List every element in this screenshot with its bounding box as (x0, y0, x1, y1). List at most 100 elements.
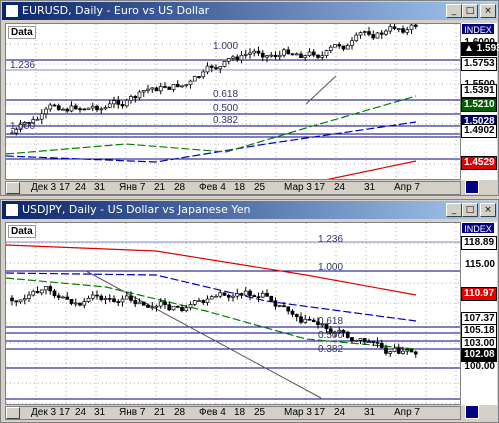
eurusd-date-axis: Дек 3 17 24 31 Янв 7 21 28 Фев 4 18 25 Мар 3 17 24 31… (19, 181, 461, 195)
candle-body (52, 290, 57, 297)
candle-body (358, 32, 363, 36)
candle-body (78, 302, 82, 306)
close-button[interactable]: × (480, 4, 496, 18)
candle-body (311, 319, 316, 323)
candle-body (69, 105, 74, 112)
usdjpy-plot-area[interactable]: Data 1.236 1.000 0.618 0.500 0.382 (5, 222, 461, 405)
date-axis-label: 31 (94, 182, 106, 193)
candle-body (311, 51, 316, 56)
candle-body (95, 294, 99, 297)
candle-body (73, 302, 78, 305)
candle-body (39, 289, 44, 294)
usdjpy-scrollbar[interactable] (5, 406, 461, 420)
candle-body (65, 296, 70, 300)
date-axis-label: 31 (94, 407, 106, 418)
candle-body (235, 56, 240, 61)
candle-body (209, 65, 214, 68)
date-axis-label: 31 (364, 407, 376, 418)
candle-body (256, 296, 261, 299)
date-axis-label: 21 (154, 407, 166, 418)
eurusd-index-button[interactable]: INDEX (461, 23, 495, 35)
candle-body (307, 51, 312, 56)
candle-body (146, 88, 150, 91)
candle-body (133, 299, 138, 305)
fibonacci-level-label: 1.000 (10, 121, 36, 132)
candle-body (27, 122, 31, 124)
candle-body (371, 34, 376, 39)
candle-body (239, 293, 244, 296)
date-axis-label: Мар 3 (284, 182, 312, 193)
candle-body (252, 295, 257, 298)
date-axis-label: 17 (59, 182, 71, 193)
price-axis-label: 105.18 (461, 324, 497, 338)
eurusd-titlebar[interactable]: EURUSD, Daily - Euro vs US Dollar _ □ × (2, 2, 497, 20)
price-axis-label: ▲ 1.5935 (461, 42, 499, 56)
candle-body (379, 342, 384, 349)
candle-body (214, 67, 218, 70)
candle-body (99, 108, 104, 111)
eurusd-options-icon[interactable] (465, 180, 479, 194)
candle-body (320, 323, 325, 326)
candle-body (413, 24, 418, 27)
candle-body (205, 65, 210, 73)
candle-body (48, 104, 53, 110)
candle-body (294, 314, 299, 318)
fibonacci-level-label: 1.236 (318, 234, 344, 245)
usdjpy-titlebar[interactable]: USDJPY, Daily - US Dollar vs Japanese Ye… (2, 201, 497, 219)
fibonacci-trend-line (85, 270, 322, 399)
candle-body (61, 296, 65, 299)
candle-body (44, 286, 48, 291)
date-axis-label: 17 (314, 182, 326, 193)
usdjpy-index-button[interactable]: INDEX (461, 222, 495, 234)
candle-body (146, 304, 150, 308)
moving-average-line (6, 121, 417, 163)
candle-body (52, 104, 57, 107)
candle-body (56, 105, 61, 111)
candle-body (112, 298, 116, 302)
date-axis-label: 18 (234, 407, 246, 418)
candle-body (328, 328, 333, 333)
scroll-left-arrow[interactable] (6, 182, 20, 194)
maximize-button[interactable]: □ (462, 203, 478, 217)
date-axis-label: 18 (234, 182, 246, 193)
candle-body (286, 306, 291, 312)
scroll-left-arrow[interactable] (6, 407, 20, 419)
fibonacci-level-label: 0.500 (213, 103, 239, 114)
fibonacci-level-label: 1.000 (213, 41, 239, 52)
candle-body (48, 286, 53, 292)
eurusd-chart-window[interactable]: EURUSD, Daily - Euro vs US Dollar _ □ × … (0, 0, 499, 196)
fibonacci-level-label: 0.500 (318, 330, 344, 341)
date-axis-label: 24 (334, 182, 346, 193)
candle-body (260, 52, 265, 58)
candle-body (86, 107, 91, 110)
candle-body (150, 306, 155, 309)
date-axis-label: 25 (254, 182, 266, 193)
close-button[interactable]: × (480, 203, 496, 217)
minimize-button[interactable]: _ (446, 4, 462, 18)
candle-body (31, 119, 36, 124)
candle-body (73, 105, 78, 110)
candle-body (320, 55, 325, 58)
candle-body (95, 105, 99, 111)
eurusd-scrollbar[interactable] (5, 181, 461, 195)
usdjpy-options-icon[interactable] (465, 405, 479, 419)
maximize-button[interactable]: □ (462, 4, 478, 18)
date-axis-label: 17 (59, 407, 71, 418)
date-axis-label: 24 (75, 407, 87, 418)
eurusd-plot-area[interactable]: Data 1.000 1.236 0.618 0.500 0.382 1.000 (5, 23, 461, 180)
candle-body (14, 300, 19, 303)
date-axis-label: 21 (154, 182, 166, 193)
usdjpy-chart-window[interactable]: USDJPY, Daily - US Dollar vs Japanese Ye… (0, 199, 499, 423)
date-axis-label: Мар 3 (284, 407, 312, 418)
candle-body (141, 90, 146, 93)
candle-body (333, 44, 337, 48)
candle-body (341, 45, 346, 50)
date-axis-label: 28 (174, 407, 186, 418)
candle-body (265, 292, 269, 297)
candle-body (299, 316, 303, 323)
price-axis-label: 1.4902 (461, 124, 497, 138)
candle-body (167, 86, 172, 90)
minimize-button[interactable]: _ (446, 203, 462, 217)
candle-body (205, 298, 210, 303)
candle-body (345, 331, 350, 338)
